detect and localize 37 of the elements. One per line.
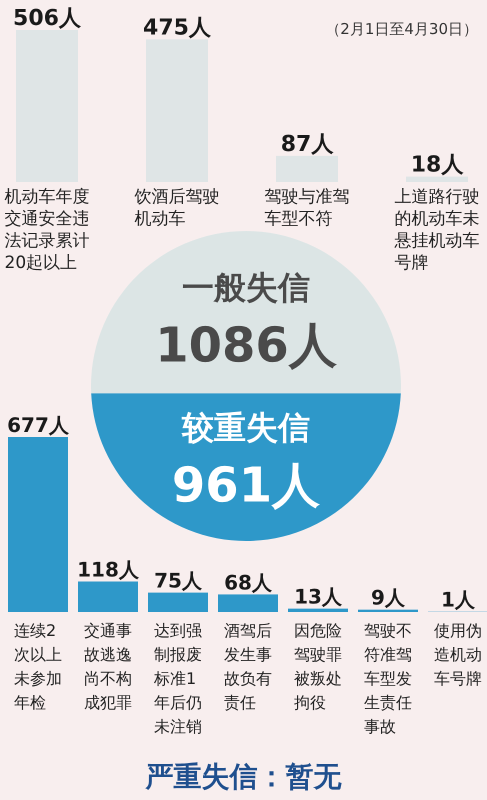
data-label: 18人: [410, 152, 464, 178]
data-label: 475人: [143, 15, 212, 40]
bar: [16, 30, 78, 182]
data-label: 961人: [172, 457, 320, 514]
x-tick-label: 酒驾后发生事故负有责任: [224, 621, 272, 712]
bar: [218, 594, 278, 612]
x-tick-label: 因危险驾驶罪被叛处拘役: [294, 621, 342, 712]
bar: [146, 39, 208, 182]
x-tick-label: 机动车年度交通安全违法记录累计20起以上: [4, 187, 90, 273]
data-label: 87人: [280, 132, 334, 157]
data-label: 677人: [7, 413, 70, 437]
bar: [288, 608, 348, 612]
text: 严重失信：暂无: [144, 760, 342, 793]
chart-subtitle: （2月1日至4月30日）: [325, 20, 478, 38]
data-label: 9人: [371, 586, 406, 610]
slice-label: 一般失信: [182, 268, 310, 306]
x-tick-label: 驾驶与准驾车型不符: [264, 187, 350, 229]
x-tick-label: 使用伪造机动车号牌: [434, 621, 482, 688]
x-tick-label: 驾驶不符准驾车型发生责任事故: [364, 621, 412, 736]
data-label: 506人: [13, 6, 82, 31]
x-tick-label: 上道路行驶的机动车未悬挂机动车号牌: [394, 187, 480, 273]
data-label: 1人: [441, 588, 476, 612]
bar: [148, 592, 208, 612]
bar: [406, 176, 468, 182]
bar: [276, 156, 338, 182]
data-label: 13人: [294, 584, 343, 609]
data-label: 1086人: [155, 317, 337, 374]
x-tick-label: 交通事故逃逸尚不构成犯罪: [84, 621, 132, 712]
bar: [78, 582, 138, 612]
data-label: 118人: [77, 558, 140, 582]
x-tick-label: 连续2次以上未参加年检: [14, 621, 62, 712]
x-tick-label: 饮酒后驾驶机动车: [134, 187, 220, 229]
data-label: 75人: [154, 568, 203, 593]
data-label: 68人: [224, 570, 273, 594]
x-tick-label: 达到强制报废标准1年后仍未注销: [153, 621, 202, 736]
slice-label: 较重失信: [181, 408, 310, 446]
bar: [8, 437, 68, 612]
